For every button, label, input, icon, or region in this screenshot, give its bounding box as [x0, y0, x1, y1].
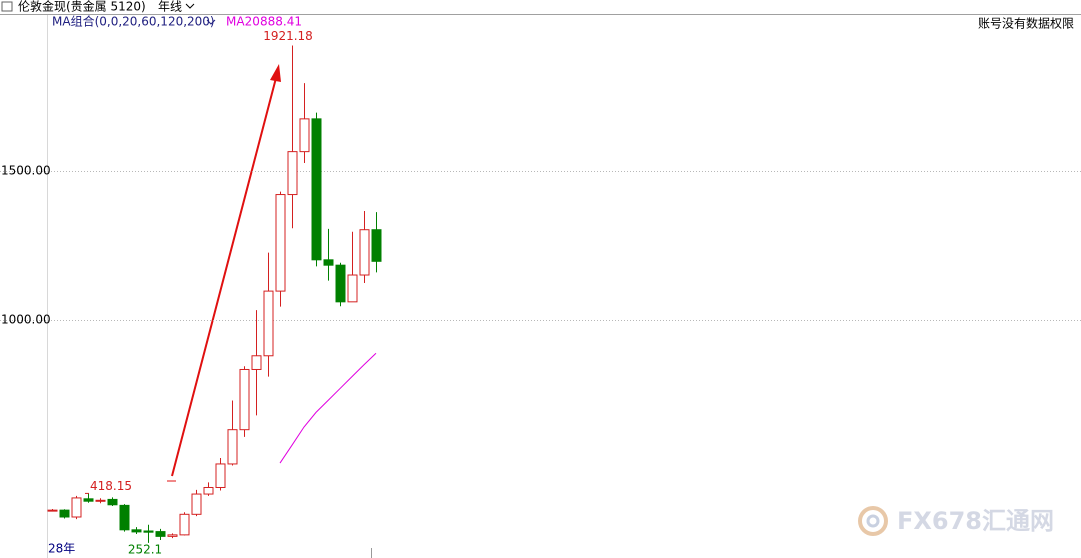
candle-body — [275, 194, 286, 292]
y-tick-label: 1000.00 — [1, 313, 51, 327]
watermark: FX678汇通网 — [897, 507, 1054, 535]
candle-body — [131, 529, 142, 533]
notice: 账号没有数据权限 — [978, 16, 1074, 31]
candle-body — [155, 531, 166, 537]
candle-body — [95, 499, 106, 502]
y-tick-label: 1500.00 — [1, 164, 51, 178]
candle-body — [311, 118, 322, 261]
ma-name: MA20 — [226, 15, 260, 29]
trend-arrow — [171, 77, 277, 477]
candle-body — [167, 534, 178, 537]
candle-body — [323, 259, 334, 266]
candle-body — [179, 513, 190, 536]
candle-body — [191, 493, 202, 515]
high-label: 1921.18 — [263, 29, 313, 43]
candle-body — [251, 355, 262, 370]
ma-value: 888.41 — [260, 15, 302, 29]
candle-body — [359, 229, 370, 276]
candle-body — [119, 504, 130, 531]
indicator-chevron[interactable] — [206, 19, 216, 25]
candle-body — [71, 497, 82, 518]
ma-line — [279, 352, 377, 464]
candle-body — [47, 509, 58, 512]
indicator[interactable]: MA组合(0,0,20,60,120,200) — [52, 14, 215, 29]
candle-body — [239, 368, 250, 431]
trend-arrowhead — [270, 64, 281, 82]
candle-body — [335, 264, 346, 303]
period-chevron[interactable] — [185, 3, 195, 9]
candle-body — [215, 463, 226, 488]
watermark-logo — [858, 506, 888, 536]
instrument-title: 伦敦金现(贵金属 5120) — [18, 0, 146, 14]
candle-body — [371, 229, 382, 262]
candle-body — [203, 486, 214, 495]
low-label: 252.1 — [128, 542, 162, 556]
period[interactable]: 年线 — [158, 0, 182, 14]
candle-body — [59, 509, 70, 518]
candle-body — [227, 429, 238, 465]
candle-body — [143, 530, 154, 533]
candle-body — [287, 151, 298, 196]
watermark-logo-inner — [866, 514, 880, 528]
candle-body — [347, 274, 358, 303]
candle-body — [263, 290, 274, 357]
candle-body — [107, 498, 118, 506]
candle-body — [299, 118, 310, 153]
candle-body — [83, 498, 94, 502]
high-label: 418.15 — [90, 479, 132, 493]
menu-icon[interactable] — [1, 1, 13, 12]
x-start-label: 28年 — [48, 542, 75, 556]
